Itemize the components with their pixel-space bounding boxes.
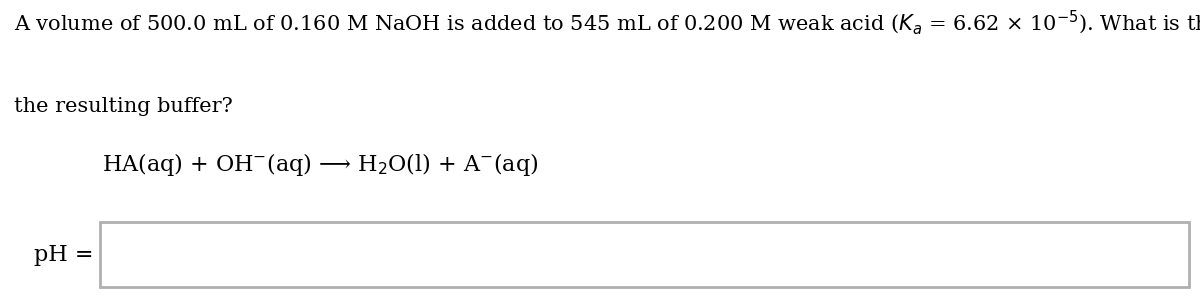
Text: pH =: pH = [34, 244, 94, 266]
Text: HA(aq) + OH$^{-}$(aq) ⟶ H$_2$O(l) + A$^{-}$(aq): HA(aq) + OH$^{-}$(aq) ⟶ H$_2$O(l) + A$^{… [102, 151, 539, 178]
FancyBboxPatch shape [100, 222, 1189, 287]
Text: A volume of 500.0 mL of 0.160 M NaOH is added to 545 mL of 0.200 M weak acid ($K: A volume of 500.0 mL of 0.160 M NaOH is … [14, 9, 1200, 38]
Text: the resulting buffer?: the resulting buffer? [14, 97, 233, 116]
